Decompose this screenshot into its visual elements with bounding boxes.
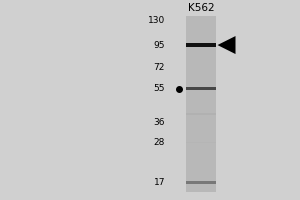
Bar [186, 181, 216, 184]
Text: 55: 55 [154, 84, 165, 93]
Text: 130: 130 [148, 16, 165, 25]
Bar [186, 43, 216, 47]
Polygon shape [218, 36, 236, 54]
Text: 72: 72 [154, 63, 165, 72]
Bar [186, 142, 216, 143]
Bar [186, 87, 216, 90]
Text: 17: 17 [154, 178, 165, 187]
Text: K562: K562 [188, 3, 214, 13]
Bar [186, 16, 216, 192]
Text: 28: 28 [154, 138, 165, 147]
Text: 36: 36 [154, 118, 165, 127]
Text: 95: 95 [154, 41, 165, 50]
Bar [186, 113, 216, 115]
